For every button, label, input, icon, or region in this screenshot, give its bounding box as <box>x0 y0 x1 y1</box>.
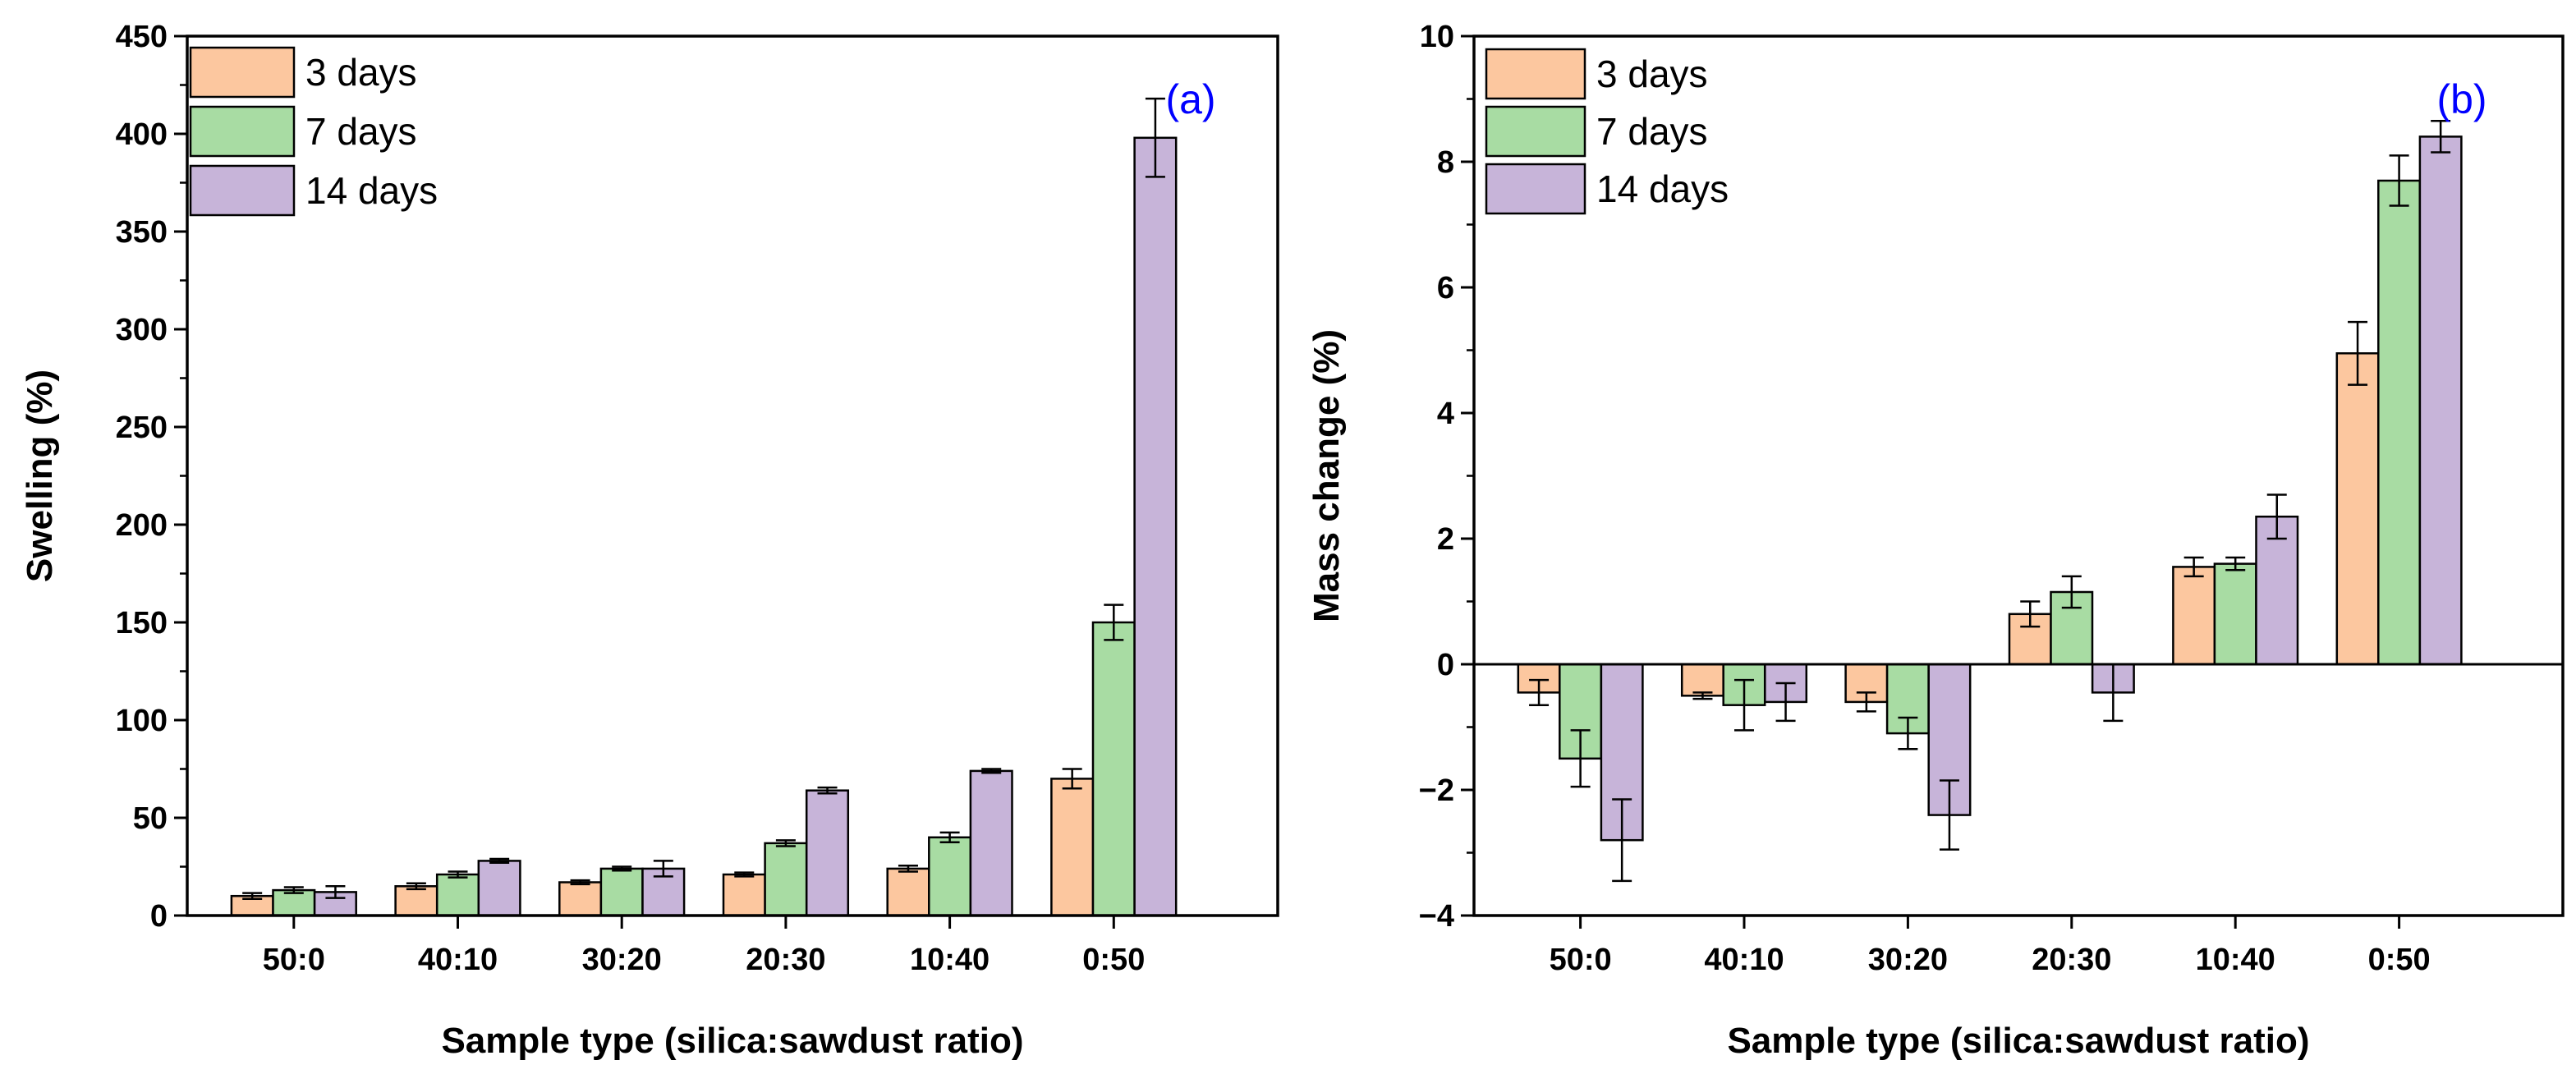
y-tick-label: 450 <box>116 20 168 54</box>
legend-label-3-days: 3 days <box>1596 53 1708 95</box>
bar-3-days-20-30 <box>722 873 766 917</box>
panel-label: (b) <box>2436 76 2486 122</box>
legend-label-14-days: 14 days <box>1596 168 1729 210</box>
y-tick-label: 6 <box>1437 271 1454 305</box>
bar-7-days-0-50 <box>1091 621 1136 917</box>
legend-swatch-14-days <box>189 164 296 217</box>
panel-a: 0 50 100 150 200 250 300 350 400 450 50:0 40:10 30:2… <box>20 20 1279 1061</box>
bar-3-days-10-40 <box>886 867 930 917</box>
y-tick-label: 100 <box>116 704 168 738</box>
panel-label: (a) <box>1165 76 1215 122</box>
bar-7-days-30-20 <box>599 867 644 917</box>
y-tick-label: 300 <box>116 313 168 347</box>
y-tick-label: 2 <box>1437 522 1454 557</box>
bar-3-days-0-50 <box>2335 352 2380 666</box>
bar-14-days-0-50 <box>2418 135 2463 666</box>
x-tick-label: 0:50 <box>1082 943 1145 977</box>
bar-14-days-40-10 <box>477 860 521 917</box>
legend-label-7-days: 7 days <box>1596 110 1708 153</box>
y-tick-label: 4 <box>1437 397 1454 431</box>
bar-3-days-30-20 <box>558 881 603 917</box>
y-tick-label: 200 <box>116 508 168 543</box>
x-tick-label: 40:10 <box>1704 943 1784 977</box>
x-tick-label: 30:20 <box>1868 943 1948 977</box>
legend-label-14-days: 14 days <box>305 169 438 212</box>
bar-14-days-0-50 <box>1133 136 1178 917</box>
legend-swatch-7-days <box>1485 105 1586 158</box>
bar-7-days-10-40 <box>928 836 972 917</box>
y-tick-label: 8 <box>1437 145 1454 180</box>
y-axis-title: Mass change (%) <box>1306 329 1347 622</box>
legend-label-3-days: 3 days <box>305 51 417 94</box>
bar-3-days-0-50 <box>1050 778 1095 917</box>
x-tick-label: 20:30 <box>746 943 825 977</box>
x-tick-label: 30:20 <box>582 943 662 977</box>
legend-swatch-3-days <box>189 46 296 99</box>
y-tick-label: 0 <box>150 899 168 934</box>
y-tick-label: 400 <box>116 117 168 152</box>
y-tick-label: 250 <box>116 411 168 445</box>
y-tick-label: −2 <box>1419 773 1454 808</box>
x-tick-label: 10:40 <box>2196 943 2275 977</box>
y-tick-label: 0 <box>1437 648 1454 682</box>
x-tick-label: 50:0 <box>1550 943 1612 977</box>
legend-swatch-7-days <box>189 105 296 158</box>
x-tick-label: 50:0 <box>263 943 325 977</box>
y-tick-label: 10 <box>1420 20 1454 54</box>
y-tick-label: −4 <box>1419 899 1454 934</box>
y-tick-label: 350 <box>116 215 168 250</box>
legend-label-7-days: 7 days <box>305 110 417 153</box>
bar-14-days-20-30 <box>805 789 850 917</box>
bar-7-days-40-10 <box>435 873 480 917</box>
bar-3-days-40-10 <box>1680 663 1724 697</box>
bar-14-days-10-40 <box>969 769 1013 917</box>
bar-3-days-10-40 <box>2172 566 2216 666</box>
panel-b: −4 −2 0 2 4 6 8 10 50:0 40:10 30:20 20:30 10:40 0:50 S… <box>1306 20 2565 1061</box>
x-tick-label: 40:10 <box>418 943 498 977</box>
x-tick-label: 20:30 <box>2032 943 2111 977</box>
y-tick-label: 150 <box>116 606 168 640</box>
x-axis-title: Sample type (silica:sawdust ratio) <box>1727 1021 2309 1061</box>
bar-3-days-40-10 <box>394 885 439 917</box>
bar-7-days-20-30 <box>764 842 808 917</box>
legend-swatch-3-days <box>1485 48 1586 100</box>
y-tick-label: 50 <box>133 801 168 836</box>
x-tick-label: 0:50 <box>2368 943 2431 977</box>
bar-7-days-10-40 <box>2213 562 2257 666</box>
x-axis-title: Sample type (silica:sawdust ratio) <box>441 1021 1023 1061</box>
bar-7-days-0-50 <box>2377 179 2422 666</box>
legend-swatch-14-days <box>1485 163 1586 215</box>
x-tick-label: 10:40 <box>910 943 990 977</box>
y-axis-title: Swelling (%) <box>20 369 60 582</box>
